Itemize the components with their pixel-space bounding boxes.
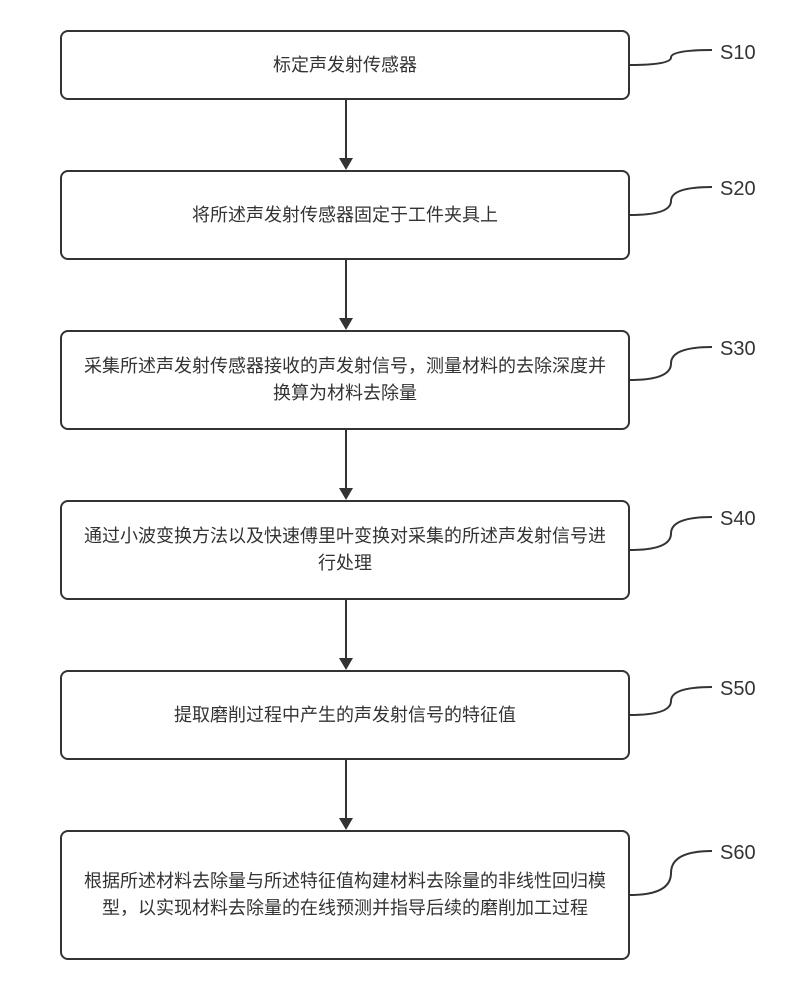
arrow-head-icon xyxy=(339,488,353,500)
flowchart-container: 标定声发射传感器 S10 将所述声发射传感器固定于工件夹具上 S20 采集所述声发射传感… xyxy=(0,0,793,1000)
arrow-head-icon xyxy=(339,658,353,670)
step-label-s30: S30 xyxy=(720,338,756,361)
step-text: 提取磨削过程中产生的声发射信号的特征值 xyxy=(174,702,516,729)
step-box-s10: 标定声发射传感器 xyxy=(60,30,630,100)
arrow-line xyxy=(345,760,347,818)
step-text: 采集所述声发射传感器接收的声发射信号，测量材料的去除深度并换算为材料去除量 xyxy=(82,353,608,407)
arrow-line xyxy=(345,600,347,658)
arrow-line xyxy=(345,260,347,318)
step-box-s50: 提取磨削过程中产生的声发射信号的特征值 xyxy=(60,670,630,760)
step-box-s60: 根据所述材料去除量与所述特征值构建材料去除量的非线性回归模型，以实现材料去除量的… xyxy=(60,830,630,960)
arrow-head-icon xyxy=(339,318,353,330)
arrow-head-icon xyxy=(339,818,353,830)
step-text: 将所述声发射传感器固定于工件夹具上 xyxy=(192,202,498,229)
step-box-s20: 将所述声发射传感器固定于工件夹具上 xyxy=(60,170,630,260)
step-label-s40: S40 xyxy=(720,508,756,531)
step-text: 根据所述材料去除量与所述特征值构建材料去除量的非线性回归模型，以实现材料去除量的… xyxy=(82,868,608,922)
step-label-s50: S50 xyxy=(720,678,756,701)
step-label-s60: S60 xyxy=(720,842,756,865)
step-box-s30: 采集所述声发射传感器接收的声发射信号，测量材料的去除深度并换算为材料去除量 xyxy=(60,330,630,430)
arrow-line xyxy=(345,100,347,158)
step-label-s20: S20 xyxy=(720,178,756,201)
step-box-s40: 通过小波变换方法以及快速傅里叶变换对采集的所述声发射信号进行处理 xyxy=(60,500,630,600)
arrow-head-icon xyxy=(339,158,353,170)
arrow-line xyxy=(345,430,347,488)
step-text: 标定声发射传感器 xyxy=(273,52,417,79)
step-text: 通过小波变换方法以及快速傅里叶变换对采集的所述声发射信号进行处理 xyxy=(82,523,608,577)
step-label-s10: S10 xyxy=(720,42,756,65)
